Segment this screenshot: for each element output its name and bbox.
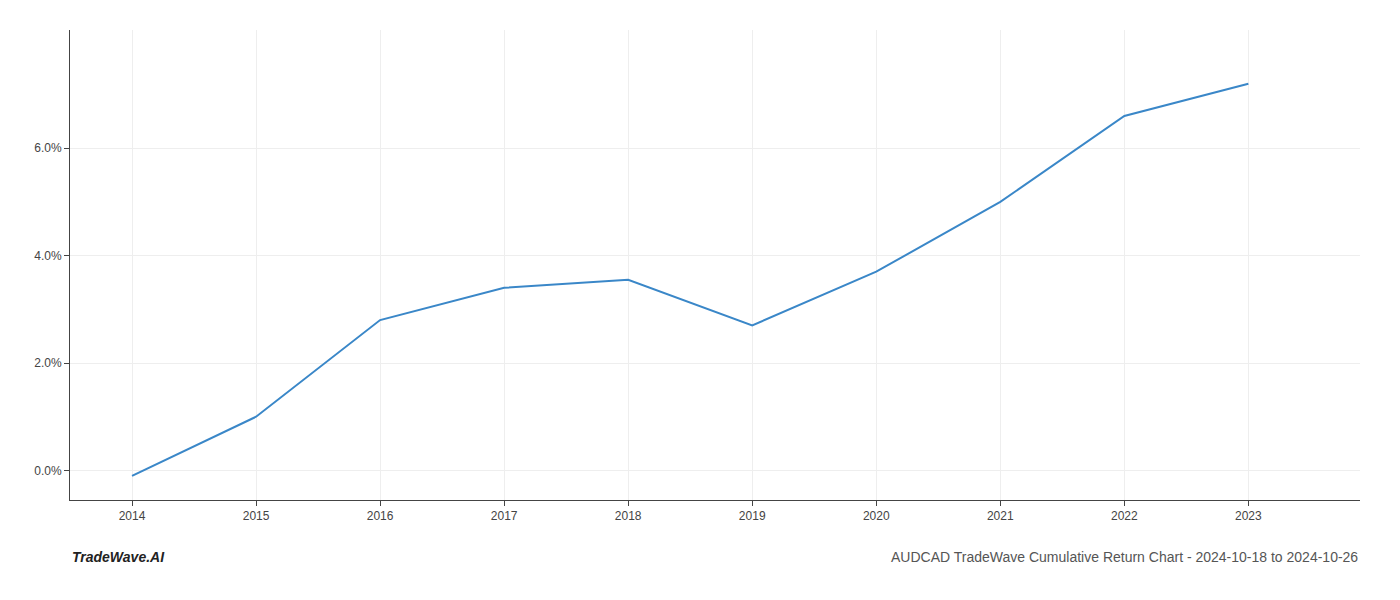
svg-text:TradeWave.AI: TradeWave.AI (72, 549, 165, 565)
svg-text:0.0%: 0.0% (34, 464, 62, 478)
svg-text:4.0%: 4.0% (34, 249, 62, 263)
svg-text:6.0%: 6.0% (34, 141, 62, 155)
svg-text:2023: 2023 (1235, 509, 1262, 523)
svg-text:2.0%: 2.0% (34, 356, 62, 370)
svg-text:2016: 2016 (367, 509, 394, 523)
svg-text:2014: 2014 (119, 509, 146, 523)
svg-text:2019: 2019 (739, 509, 766, 523)
svg-text:2022: 2022 (1111, 509, 1138, 523)
svg-text:2018: 2018 (615, 509, 642, 523)
svg-text:AUDCAD TradeWave Cumulative Re: AUDCAD TradeWave Cumulative Return Chart… (891, 549, 1358, 565)
svg-text:2020: 2020 (863, 509, 890, 523)
svg-text:2017: 2017 (491, 509, 518, 523)
svg-text:2015: 2015 (243, 509, 270, 523)
svg-text:2021: 2021 (987, 509, 1014, 523)
